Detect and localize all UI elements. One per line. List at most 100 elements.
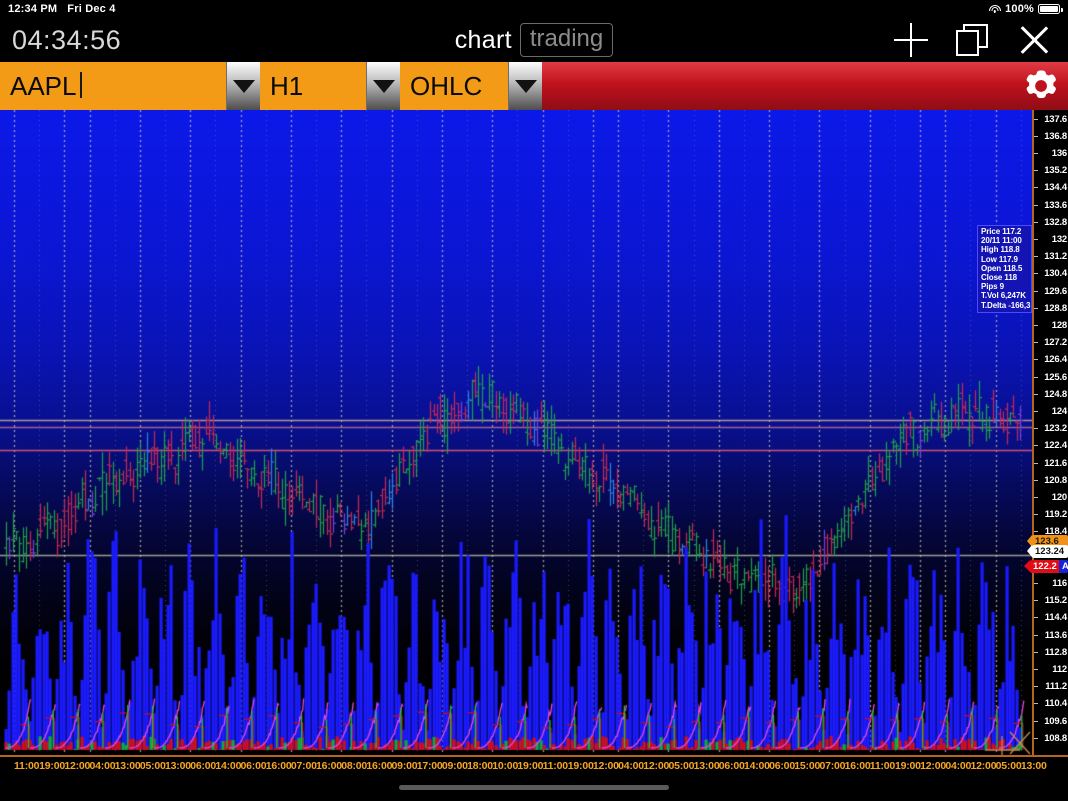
time-tick-label: 14:00	[743, 760, 770, 772]
page-title: chart	[454, 25, 512, 54]
info-row-0: Price 117.2	[981, 227, 1022, 236]
time-tick-label: 19:00	[517, 760, 544, 772]
home-bar	[399, 784, 669, 790]
price-tickmark	[1034, 359, 1038, 361]
price-tick-label: 119.2	[1044, 509, 1067, 521]
price-tickmark	[1034, 393, 1038, 395]
price-tick-label: 110.4	[1044, 698, 1067, 710]
price-tick-label: 137.6	[1044, 113, 1067, 125]
ios-status-bar: 12:34 PM Fri Dec 4 100%	[0, 0, 1068, 18]
price-tickmark	[1034, 290, 1038, 292]
price-tick-label: 120	[1051, 492, 1067, 503]
price-tickmark	[1034, 170, 1038, 172]
mode-badge-trading[interactable]: trading	[519, 23, 614, 57]
chart-type-select[interactable]: OHLC	[400, 62, 508, 110]
plus-icon[interactable]	[894, 23, 928, 57]
time-tick-label: 05:00	[139, 760, 166, 772]
price-tickmark	[1034, 204, 1038, 206]
price-tickmark	[1034, 669, 1038, 670]
price-tick-label: 112	[1052, 664, 1067, 675]
price-tick-label: 122.4	[1044, 440, 1067, 452]
time-tick-label: 16:00	[265, 760, 292, 772]
chevron-down-icon	[232, 79, 255, 93]
price-tick-label: 132	[1051, 234, 1067, 245]
wifi-icon	[988, 4, 1001, 14]
timeframe-select[interactable]: H1	[260, 62, 366, 110]
copy-windows-icon[interactable]	[956, 24, 988, 56]
time-tick-label: 13:00	[114, 760, 141, 772]
time-tick-label: 19:00	[894, 760, 921, 772]
chart-plot[interactable]	[0, 110, 1032, 755]
timeframe-dropdown-button[interactable]	[366, 62, 400, 110]
gear-icon	[1026, 70, 1056, 98]
time-tick-label: 11:00	[14, 760, 40, 772]
time-tick-label: 19:00	[39, 760, 66, 772]
price-tick-label: 128.8	[1044, 302, 1067, 314]
chart-type-dropdown-button[interactable]	[508, 62, 542, 110]
price-tick-label: 126.4	[1044, 354, 1067, 366]
price-tickmark	[1034, 600, 1038, 602]
price-tick-label: 131.2	[1044, 251, 1067, 263]
chart-area[interactable]: Price 117.2 20/11 11:00 High 118.8 Low 117.…	[0, 110, 1068, 755]
time-tick-label: 06:00	[718, 760, 745, 772]
status-time: 12:34 PM	[8, 3, 58, 15]
close-x-icon[interactable]	[1016, 22, 1052, 58]
info-row-8: T.Delta -166,3	[981, 300, 1031, 310]
price-axis[interactable]: 137.6 136.8 136 135.2 134.4 133.6 132.8 132 131.…	[1024, 110, 1068, 755]
price-tick-label: 115.2	[1044, 595, 1067, 607]
last-price[interactable]: 123.24	[1027, 545, 1068, 558]
battery-percent: 100%	[1005, 3, 1034, 15]
price-tickmark	[1034, 153, 1038, 154]
price-tickmark	[1034, 531, 1038, 533]
price-tickmark	[1034, 514, 1038, 516]
price-tick-label: 116	[1052, 578, 1067, 589]
time-tick-label: 19:00	[567, 760, 594, 772]
info-row-7: T.Vol 6,247K	[981, 291, 1026, 301]
time-tick-label: 14:00	[215, 760, 242, 772]
status-date: Fri Dec 4	[67, 3, 116, 15]
time-tick-label: 06:00	[769, 760, 795, 772]
info-row-5: Close 118	[981, 273, 1018, 283]
symbol-input[interactable]: AAPL	[0, 62, 226, 110]
price-tick-label: 111.2	[1045, 681, 1067, 693]
info-row-6: Pips 9	[981, 282, 1004, 292]
price-tick-label: 114.4	[1044, 612, 1067, 624]
info-row-2: High 118.8	[981, 245, 1020, 255]
price-tickmark	[1034, 428, 1038, 430]
chart-canvas[interactable]	[0, 110, 1032, 755]
price-tickmark	[1034, 411, 1038, 412]
high-marker[interactable]: 123.6	[1027, 535, 1068, 548]
price-tick-label: 123.2	[1044, 423, 1067, 435]
info-row-4: Open 118.5	[981, 263, 1023, 273]
time-tick-label: 11:00	[542, 760, 568, 772]
price-tickmark	[1034, 479, 1038, 481]
price-tickmark	[1034, 634, 1038, 636]
price-tickmark	[1034, 703, 1038, 705]
price-tick-label: 121.6	[1044, 457, 1067, 469]
chevron-down-icon	[372, 79, 395, 93]
time-tick-label: 13:00	[693, 760, 720, 772]
price-tickmark	[1034, 135, 1038, 137]
price-tick-label: 130.4	[1044, 268, 1067, 280]
price-tickmark	[1034, 497, 1038, 498]
toolbar-filler	[542, 62, 1012, 110]
ask-price[interactable]: 122.2	[1024, 560, 1059, 573]
time-tick-label: 05:00	[668, 760, 695, 772]
price-tickmark	[1034, 686, 1038, 688]
settings-button[interactable]	[1012, 62, 1068, 110]
price-tick-label: 127.2	[1044, 337, 1067, 349]
time-tick-label: 06:00	[190, 760, 217, 772]
symbol-dropdown-button[interactable]	[226, 62, 260, 110]
time-tick-label: 13:00	[1020, 760, 1047, 772]
price-tickmark	[1034, 187, 1038, 189]
price-tick-label: 112.8	[1044, 646, 1067, 658]
price-tick-label: 128	[1051, 320, 1067, 331]
price-tick-label: 129.6	[1044, 285, 1067, 297]
time-tick-label: 08:00	[341, 760, 368, 772]
home-indicator	[0, 774, 1068, 800]
time-tick-label: 17:00	[416, 760, 443, 772]
price-tickmark	[1034, 445, 1038, 447]
price-tickmark	[1034, 307, 1038, 309]
price-tickmark	[1034, 325, 1038, 326]
ask-badge: A	[1059, 560, 1068, 573]
